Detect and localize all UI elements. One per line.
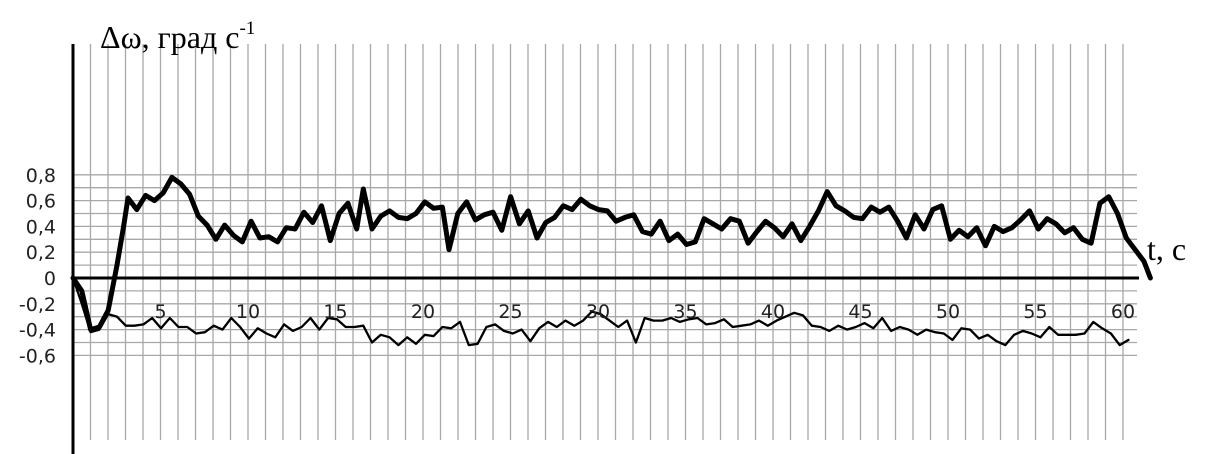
x-tick-label: 25 [498, 301, 522, 323]
y-tick-label: 0,2 [26, 242, 56, 264]
x-tick-label: 50 [936, 301, 960, 323]
x-tick-label: 15 [323, 301, 347, 323]
y-axis-title: Δω, град с-1 [100, 18, 255, 55]
x-tick-label: 5 [154, 301, 166, 323]
x-tick-label: 30 [586, 301, 610, 323]
axes [71, 44, 1139, 454]
series-group [70, 174, 1153, 347]
y-tick-label: 0,6 [26, 191, 56, 213]
series-line-2 [71, 276, 1130, 347]
x-tick-label: 60 [1111, 301, 1135, 323]
series-line-1 [70, 174, 1153, 333]
y-tick-label: 0 [44, 268, 56, 290]
y-tick-label: -0,2 [19, 294, 56, 316]
x-tick-label: 10 [236, 301, 260, 323]
tick-labels: 0,8 0,6 0,4 0,2 0 -0,2 -0,4 -0,6 5 10 15 20 25 30 35 40… [19, 165, 1135, 368]
y-tick-label: -0,6 [19, 345, 56, 367]
x-tick-label: 35 [673, 301, 697, 323]
x-tick-label: 20 [411, 301, 435, 323]
y-tick-label: -0,4 [19, 320, 56, 342]
grid-lines [73, 44, 1137, 440]
y-tick-label: 0,8 [26, 165, 56, 187]
x-axis-title: t, с [1147, 231, 1186, 267]
x-tick-label: 40 [761, 301, 785, 323]
x-tick-label: 55 [1023, 301, 1047, 323]
x-tick-label: 45 [848, 301, 872, 323]
y-tick-label: 0,4 [26, 216, 56, 238]
